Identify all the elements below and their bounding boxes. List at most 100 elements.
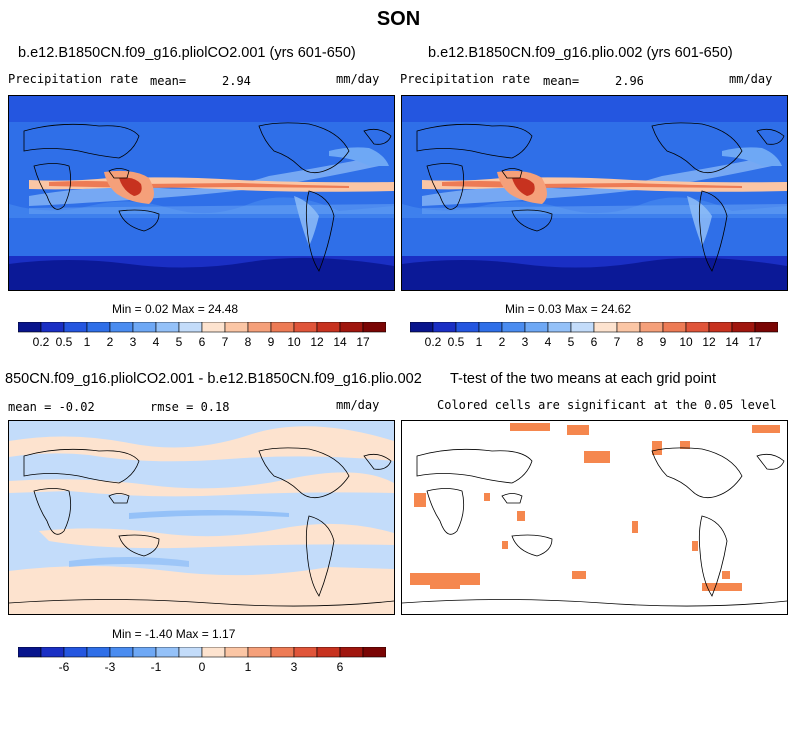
panel3-rmse: rmse = 0.18 (150, 400, 230, 414)
panel4-map-svg (402, 421, 787, 614)
colorbar-swatch (18, 322, 42, 333)
colorbar-tick-label: -1 (151, 660, 162, 674)
colorbar-swatch (570, 322, 595, 333)
colorbar-swatch (478, 322, 503, 333)
panel3-title: 850CN.f09_g16.pliolCO2.001 - b.e12.B1850… (5, 371, 422, 387)
panel3-colorbar: -6 -3 -1 0 1 3 6 (18, 647, 386, 674)
colorbar-swatch (224, 322, 249, 333)
panel4-title: T-test of the two means at each grid poi… (450, 371, 716, 387)
colorbar-tick-label: 5 (176, 335, 183, 349)
panel4-subtitle: Colored cells are significant at the 0.0… (437, 398, 777, 412)
colorbar-swatch (362, 322, 386, 333)
colorbar-swatch (247, 322, 272, 333)
colorbar-swatch (455, 322, 480, 333)
colorbar-tick-label: 8 (637, 335, 644, 349)
panel1-colorbar: 0.2 0.5 1 2 3 4 5 6 7 8 9 10 12 14 17 (18, 322, 386, 349)
panel1-title: b.e12.B1850CN.f09_g16.pliolCO2.001 (yrs … (18, 45, 356, 61)
panel1-variable: Precipitation rate (8, 72, 139, 86)
colorbar-swatch (86, 647, 111, 658)
colorbar-tick-label: 4 (153, 335, 160, 349)
colorbar-swatch (224, 647, 249, 658)
colorbar-tick-label: 9 (268, 335, 275, 349)
colorbar-swatch (708, 322, 733, 333)
colorbar-tick-label: 9 (660, 335, 667, 349)
colorbar-swatch (362, 647, 386, 658)
colorbar-swatch (155, 322, 180, 333)
colorbar-tick-label: 1 (84, 335, 91, 349)
colorbar-tick-label: 2 (107, 335, 114, 349)
colorbar-swatch (293, 322, 318, 333)
colorbar-tick-label: 10 (287, 335, 301, 349)
panel2-mean: 2.96 (615, 74, 644, 88)
colorbar-swatch (155, 647, 180, 658)
colorbar-tick-label: 3 (130, 335, 137, 349)
colorbar-tick-label: 12 (702, 335, 716, 349)
panel2-map-svg (402, 96, 787, 290)
colorbar-swatch (40, 647, 65, 658)
panel2-title: b.e12.B1850CN.f09_g16.plio.002 (yrs 601-… (428, 45, 733, 61)
colorbar-tick-label: 10 (679, 335, 693, 349)
colorbar-swatch (593, 322, 618, 333)
colorbar-tick-label: 0.2 (425, 335, 442, 349)
panel3-minmax: Min = -1.40 Max = 1.17 (112, 627, 236, 641)
colorbar-tick-label: 6 (337, 660, 344, 674)
panel3-mean: mean = -0.02 (8, 400, 95, 414)
colorbar-swatch (547, 322, 572, 333)
panel3-map-svg (9, 421, 394, 614)
colorbar-swatch (685, 322, 710, 333)
colorbar-swatch (109, 322, 134, 333)
colorbar-swatch (432, 322, 457, 333)
colorbar-tick-label: 17 (748, 335, 762, 349)
colorbar-swatch (616, 322, 641, 333)
panel2-units: mm/day (729, 72, 773, 86)
panel3-diff-map (8, 420, 395, 615)
colorbar-swatch (339, 322, 364, 333)
colorbar-swatch (639, 322, 664, 333)
colorbar-swatch (63, 647, 88, 658)
colorbar-tick-label: 2 (499, 335, 506, 349)
colorbar-swatch (662, 322, 687, 333)
colorbar-tick-label: 3 (291, 660, 298, 674)
colorbar-tick-label: 17 (356, 335, 370, 349)
colorbar-swatch (501, 322, 526, 333)
panel1-mean-label: mean= (150, 74, 187, 88)
colorbar-swatch (40, 322, 65, 333)
panel3-units: mm/day (336, 398, 380, 412)
panel1-mean: 2.94 (222, 74, 251, 88)
panel2-colorbar: 0.2 0.5 1 2 3 4 5 6 7 8 9 10 12 14 17 (410, 322, 778, 349)
panel1-precip-map (8, 95, 395, 291)
colorbar-tick-label: 0 (199, 660, 206, 674)
colorbar-tick-label: 7 (614, 335, 621, 349)
colorbar-swatch (86, 322, 111, 333)
colorbar-swatch (339, 647, 364, 658)
colorbar-swatch (132, 322, 157, 333)
colorbar-swatch (247, 647, 272, 658)
colorbar-tick-label: 0.5 (448, 335, 465, 349)
season-title: SON (376, 8, 421, 30)
colorbar-swatch (109, 647, 134, 658)
panel1-map-svg (9, 96, 394, 290)
colorbar-swatch (754, 322, 778, 333)
colorbar-tick-label: 14 (333, 335, 347, 349)
colorbar-tick-label: 14 (725, 335, 739, 349)
colorbar-tick-label: 0.2 (33, 335, 50, 349)
colorbar-swatch (731, 322, 756, 333)
colorbar-tick-label: 1 (476, 335, 483, 349)
colorbar-tick-label: -3 (105, 660, 116, 674)
colorbar-tick-label: 4 (545, 335, 552, 349)
colorbar-tick-label: 0.5 (56, 335, 73, 349)
colorbar-swatch (524, 322, 549, 333)
colorbar-tick-label: 1 (245, 660, 252, 674)
panel1-minmax: Min = 0.02 Max = 24.48 (112, 302, 239, 316)
colorbar-swatch (270, 647, 295, 658)
colorbar-swatch (132, 647, 157, 658)
colorbar-swatch (270, 322, 295, 333)
panel2-variable: Precipitation rate (400, 72, 531, 86)
panel4-ttest-map (401, 420, 788, 615)
colorbar-tick-label: -6 (59, 660, 70, 674)
colorbar-tick-label: 7 (222, 335, 229, 349)
colorbar-tick-label: 3 (522, 335, 529, 349)
colorbar-swatch (63, 322, 88, 333)
panel2-precip-map (401, 95, 788, 291)
colorbar-swatch (410, 322, 434, 333)
